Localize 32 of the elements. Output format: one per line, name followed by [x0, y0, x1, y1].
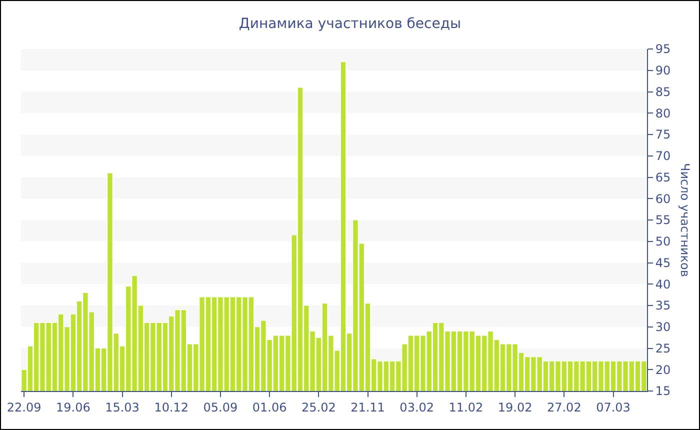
- y-tick-label: 55: [655, 213, 671, 228]
- y-tick-label: 20: [655, 362, 671, 377]
- chart-title: Динамика участников беседы: [238, 16, 462, 32]
- x-tick-label: 25.02: [301, 400, 336, 414]
- x-tick-label: 03.02: [400, 400, 434, 414]
- y-tick-label: 50: [655, 234, 671, 249]
- y-tick-label: 60: [655, 192, 671, 206]
- y-tick-label: 15: [655, 384, 671, 398]
- x-tick-label: 19.06: [56, 400, 90, 414]
- y-tick-label: 45: [655, 256, 671, 270]
- y-tick-label: 65: [655, 170, 671, 184]
- y-tick-label: 75: [655, 128, 671, 142]
- y-tick-label: 30: [655, 320, 671, 334]
- y-tick-label: 80: [655, 106, 671, 120]
- x-tick-label: 22.09: [6, 400, 42, 414]
- y-tick-label: 40: [655, 277, 671, 292]
- x-tick-label: 10.12: [154, 400, 189, 414]
- y-tick-label: 85: [655, 84, 671, 99]
- x-tick-label: 05.09: [203, 400, 238, 414]
- y-tick-label: 95: [655, 42, 671, 56]
- x-tick-label: 11.02: [448, 400, 484, 414]
- x-tick-label: 19.02: [498, 400, 532, 414]
- x-tick-label: 27.02: [546, 400, 582, 414]
- y-axis-title: Число участников: [678, 163, 692, 277]
- x-tick-label: 15.03: [105, 400, 140, 414]
- x-tick-label: 01.06: [252, 400, 287, 414]
- x-tick-label: 07.03: [596, 400, 630, 414]
- x-tick-label: 21.11: [350, 400, 385, 414]
- y-tick-label: 25: [655, 341, 671, 356]
- y-tick-label: 35: [655, 298, 671, 313]
- y-tick-label: 70: [655, 149, 671, 164]
- y-tick-label: 90: [655, 64, 671, 78]
